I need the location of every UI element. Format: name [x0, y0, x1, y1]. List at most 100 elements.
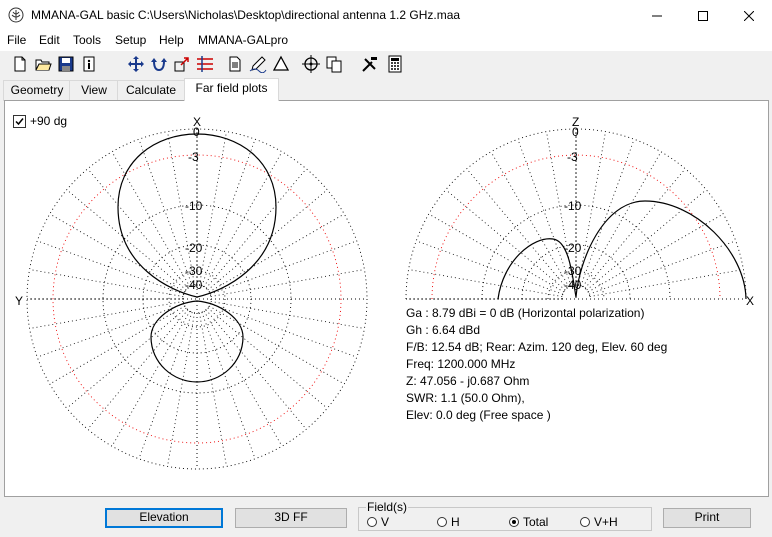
grid-spoke	[578, 131, 606, 286]
radio-total-label: Total	[523, 515, 549, 529]
radio-total-dot[interactable]	[509, 517, 519, 527]
radio-total[interactable]: Total	[509, 515, 548, 529]
radio-h-dot[interactable]	[437, 517, 447, 527]
grid-spoke	[587, 213, 724, 293]
radio-v-dot[interactable]	[367, 517, 377, 527]
grid-spoke	[87, 309, 189, 430]
grid-spoke	[66, 307, 187, 409]
radio-v-plus-h[interactable]: V+H	[580, 515, 618, 529]
toolbar	[0, 51, 772, 77]
azimuth-db-label: 0	[193, 125, 200, 139]
tab-calculate[interactable]: Calculate	[117, 80, 185, 101]
menu-help[interactable]: Help	[159, 33, 184, 47]
grid-spoke	[205, 309, 307, 430]
grid-spoke	[416, 240, 563, 295]
fields-group: Field(s) V H Total V+H	[358, 500, 652, 531]
grid-spoke	[203, 151, 283, 288]
menu-file[interactable]: File	[7, 33, 27, 47]
elevation-ring-30db	[547, 270, 605, 300]
minimize-button[interactable]	[634, 0, 680, 31]
radio-v-plus-h-label: V+H	[594, 515, 618, 529]
check-icon	[15, 117, 24, 125]
tools-icon[interactable]	[361, 55, 379, 73]
maximize-button[interactable]	[680, 0, 726, 31]
elevation-db-label: -30	[564, 264, 582, 278]
radio-v-label: V	[381, 515, 390, 529]
tab-geometry[interactable]: Geometry	[3, 80, 71, 101]
result-elev: Elev: 0.0 deg (Free space )	[406, 408, 551, 422]
rotate-icon[interactable]	[150, 55, 168, 73]
checkbox-label: +90 dg	[30, 114, 68, 128]
far-field-panel: +90 dg X Y 0 -3 -10 -20 -30 -40	[4, 100, 769, 497]
grid-spoke	[210, 303, 357, 358]
copy-icon[interactable]	[325, 55, 343, 73]
radio-v-plus-h-dot[interactable]	[580, 517, 590, 527]
triangle-icon[interactable]	[272, 55, 290, 73]
result-impedance: Z: 47.056 - j0.687 Ohm	[406, 374, 530, 388]
menu-bar: File Edit Tools Setup Help MMANA-GALpro	[0, 31, 772, 51]
elevation-db-label: -40	[564, 278, 582, 292]
grid-spoke	[580, 139, 635, 286]
grid-spoke	[167, 312, 195, 467]
ruler-icon[interactable]	[196, 55, 214, 73]
grid-spoke	[445, 189, 566, 291]
grid-spoke	[428, 213, 565, 293]
pencil-icon[interactable]	[249, 55, 267, 73]
checkbox-box[interactable]	[13, 114, 26, 128]
result-ga: Ga : 8.79 dBi = 0 dB (Horizontal polariz…	[406, 306, 645, 320]
tab-far-field-plots[interactable]: Far field plots	[184, 78, 279, 101]
elevation-db-label: -3	[567, 150, 578, 164]
azimuth-ring-3db	[52, 154, 342, 444]
grid-spoke	[207, 307, 328, 409]
open-folder-icon[interactable]	[34, 55, 52, 73]
radio-h[interactable]: H	[437, 515, 460, 529]
elevation-back-lobe	[497, 238, 577, 300]
grid-spoke	[208, 305, 345, 385]
result-fb: F/B: 12.54 dB; Rear: Azim. 120 deg, Elev…	[406, 340, 668, 354]
plots-canvas: X Y 0 -3 -10 -20 -30 -40 Z X 0 -3 -	[15, 115, 754, 470]
grid-spoke	[201, 139, 256, 286]
grid-spoke	[589, 240, 736, 295]
elevation-db-label: -10	[564, 199, 582, 213]
grid-spoke	[37, 303, 184, 358]
title-bar: MMANA-GAL basic C:\Users\Nicholas\Deskto…	[0, 0, 772, 31]
menu-edit[interactable]: Edit	[39, 33, 60, 47]
save-icon[interactable]	[57, 55, 75, 73]
azimuth-db-label: -20	[185, 241, 203, 255]
close-icon	[744, 10, 754, 21]
elevation-top-label: Z	[572, 115, 579, 129]
elevation-db-label: 0	[572, 125, 579, 139]
move-icon[interactable]	[127, 55, 145, 73]
azimuth-top-label: X	[193, 115, 201, 129]
azimuth-back-lobe	[150, 300, 244, 383]
info-icon[interactable]	[80, 55, 98, 73]
print-button[interactable]: Print	[663, 508, 751, 528]
menu-setup[interactable]: Setup	[115, 33, 147, 47]
calculator-icon[interactable]	[386, 55, 404, 73]
menu-mmana-galpro[interactable]: MMANA-GALpro	[198, 33, 289, 47]
target-icon[interactable]	[302, 55, 320, 73]
grid-spoke	[586, 189, 707, 291]
grid-spoke	[138, 312, 193, 459]
maximize-icon	[698, 10, 708, 21]
grid-spoke	[66, 189, 187, 291]
grid-spoke	[207, 189, 328, 291]
close-button[interactable]	[726, 0, 772, 31]
elevation-ring-3db	[431, 154, 721, 300]
grid-spoke	[37, 240, 184, 295]
grid-spoke	[29, 301, 184, 329]
azimuth-db-label: -10	[185, 199, 203, 213]
tab-view[interactable]: View	[69, 80, 119, 101]
radio-v[interactable]: V	[367, 515, 389, 529]
plus90-checkbox[interactable]: +90 dg	[13, 114, 67, 128]
3d-ff-button[interactable]: 3D FF	[235, 508, 347, 528]
minimize-icon	[652, 15, 662, 16]
grid-spoke	[210, 269, 365, 297]
azimuth-db-label: -3	[188, 150, 199, 164]
elevation-button[interactable]: Elevation	[105, 508, 223, 528]
grid-spoke	[466, 168, 568, 289]
menu-tools[interactable]: Tools	[73, 33, 102, 47]
document-icon[interactable]	[226, 55, 244, 73]
new-file-icon[interactable]	[11, 55, 29, 73]
scale-icon[interactable]	[173, 55, 191, 73]
